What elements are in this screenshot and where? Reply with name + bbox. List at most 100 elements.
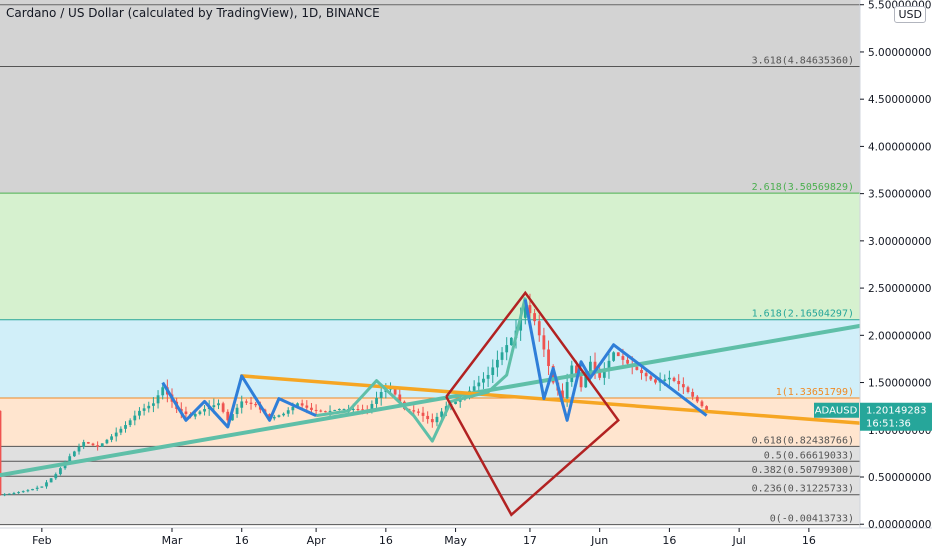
candle-body	[231, 414, 234, 421]
candle-body	[0, 410, 2, 495]
fib-zone	[0, 461, 860, 477]
fib-level-label: 2.618(3.50569829)	[752, 182, 854, 193]
y-tick-label: 2.50000000	[868, 283, 931, 295]
x-tick-label: Jun	[590, 534, 608, 547]
candle-body	[26, 490, 30, 492]
candle-body	[505, 345, 509, 353]
fib-zone	[0, 0, 860, 67]
candle-body	[416, 411, 420, 413]
candle-body	[584, 374, 588, 388]
candle-body	[421, 412, 425, 416]
fib-level-label: 0(-0.00413733)	[770, 514, 854, 525]
candle-body	[272, 416, 276, 419]
candle-body	[598, 369, 602, 378]
candle-body	[184, 411, 188, 415]
candle-body	[40, 486, 44, 488]
candle-body	[342, 408, 346, 410]
candle-body	[91, 443, 95, 446]
fib-level-label: 0.382(0.50799300)	[752, 465, 854, 476]
candle-body	[254, 403, 258, 406]
candle-body	[54, 474, 58, 479]
price-tag-value: 1.20149283	[866, 406, 926, 417]
candle-body	[72, 451, 76, 457]
candle-body	[695, 396, 699, 402]
candle-body	[282, 413, 285, 416]
candle-body	[705, 406, 708, 411]
candle-body	[440, 411, 444, 417]
candle-body	[435, 416, 439, 423]
candle-body	[551, 366, 555, 383]
candle-body	[35, 487, 39, 489]
candle-body	[152, 403, 155, 406]
candle-body	[691, 391, 695, 397]
candle-body	[105, 439, 109, 444]
candle-body	[128, 420, 132, 426]
candle-body	[681, 384, 685, 388]
fib-level-label: 1(1.33651799)	[776, 387, 854, 398]
x-tick-label: Apr	[307, 534, 327, 547]
candle-body	[472, 386, 476, 391]
fib-zone	[0, 193, 860, 320]
candle-body	[565, 382, 569, 399]
candle-body	[119, 428, 123, 433]
candle-body	[561, 390, 564, 399]
candle-body	[412, 410, 416, 412]
candle-body	[519, 317, 523, 331]
candle-body	[477, 382, 481, 387]
x-tick-label: Jul	[731, 534, 745, 547]
candle-body	[398, 394, 402, 402]
candle-body	[235, 407, 239, 415]
candle-body	[147, 405, 151, 409]
price-tag-countdown: 16:51:36	[866, 419, 911, 430]
candle-body	[138, 410, 141, 416]
candle-body	[700, 401, 704, 407]
resistance-trendline	[239, 374, 862, 425]
candle-body	[430, 419, 434, 423]
candle-body	[310, 407, 313, 410]
candle-body	[575, 365, 578, 377]
candle-body	[193, 414, 197, 417]
currency-button[interactable]: USD	[894, 6, 926, 23]
y-tick-label: 4.50000000	[868, 94, 931, 106]
candle-body	[486, 374, 490, 379]
candle-body	[482, 378, 485, 383]
candle-body	[677, 380, 681, 385]
candle-body	[133, 415, 137, 421]
candle-body	[454, 401, 457, 404]
candle-body	[198, 411, 202, 415]
fib-level-label: 0.5(0.66619033)	[764, 450, 854, 461]
candle-body	[607, 360, 611, 370]
x-tick-label: 16	[379, 534, 393, 547]
candle-body	[249, 402, 253, 404]
candle-body	[635, 366, 639, 370]
fib-zone	[0, 319, 860, 398]
candle-body	[314, 409, 318, 411]
y-tick-label: 0.00000000	[868, 519, 931, 531]
x-tick-label: May	[444, 534, 467, 547]
y-tick-label: 2.00000000	[868, 330, 931, 342]
candle-body	[547, 349, 550, 367]
candle-body	[3, 494, 7, 496]
y-tick-label: 3.00000000	[868, 236, 931, 248]
fib-zone	[0, 476, 860, 495]
red-diamond-pattern	[445, 290, 620, 517]
candle-body	[375, 397, 378, 404]
candle-body	[114, 432, 118, 437]
candle-body	[277, 415, 281, 417]
candle-body	[491, 367, 495, 375]
symbol-tag-label: ADAUSD	[815, 406, 858, 417]
candle-body	[361, 409, 364, 411]
candle-body	[142, 408, 146, 411]
candle-body	[82, 442, 86, 447]
candle-body	[161, 387, 165, 396]
x-tick-label: Mar	[162, 534, 183, 547]
candle-body	[96, 445, 100, 447]
candle-body	[221, 403, 225, 412]
candle-body	[393, 387, 397, 395]
candle-body	[351, 408, 355, 410]
candle-body	[268, 414, 272, 419]
blue-zigzag-line	[161, 374, 317, 429]
candle-body	[672, 377, 676, 381]
